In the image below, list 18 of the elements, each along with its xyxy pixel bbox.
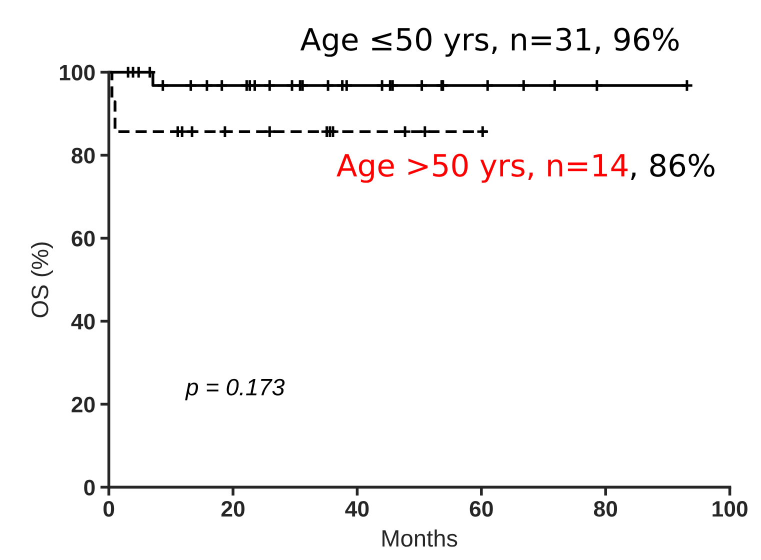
text: Age ≤50 yrs, n=31, 96% (300, 28, 679, 57)
x-tick-label: 40 (345, 500, 369, 517)
annotation: p = 0.173 (185, 378, 285, 400)
x-tick-label: 100 (712, 500, 748, 517)
y-tick-label: 80 (72, 148, 95, 164)
x-tick-label: 20 (221, 500, 244, 517)
annotation: Age >50 yrs, n=14 (336, 154, 628, 183)
x-tick-label: 0 (104, 500, 114, 517)
annotation: , 86% (631, 154, 714, 180)
y-axis-title: OS (%) (30, 242, 53, 318)
x-tick-label: 60 (470, 500, 493, 517)
y-tick-label: 60 (72, 230, 95, 246)
y-tick-label: 100 (60, 64, 95, 81)
x-tick-label: 80 (594, 500, 618, 517)
x-axis-title: Months (382, 529, 458, 547)
y-tick-label: 0 (84, 480, 95, 496)
y-tick-label: 20 (72, 396, 95, 412)
y-tick-label: 40 (71, 314, 95, 330)
